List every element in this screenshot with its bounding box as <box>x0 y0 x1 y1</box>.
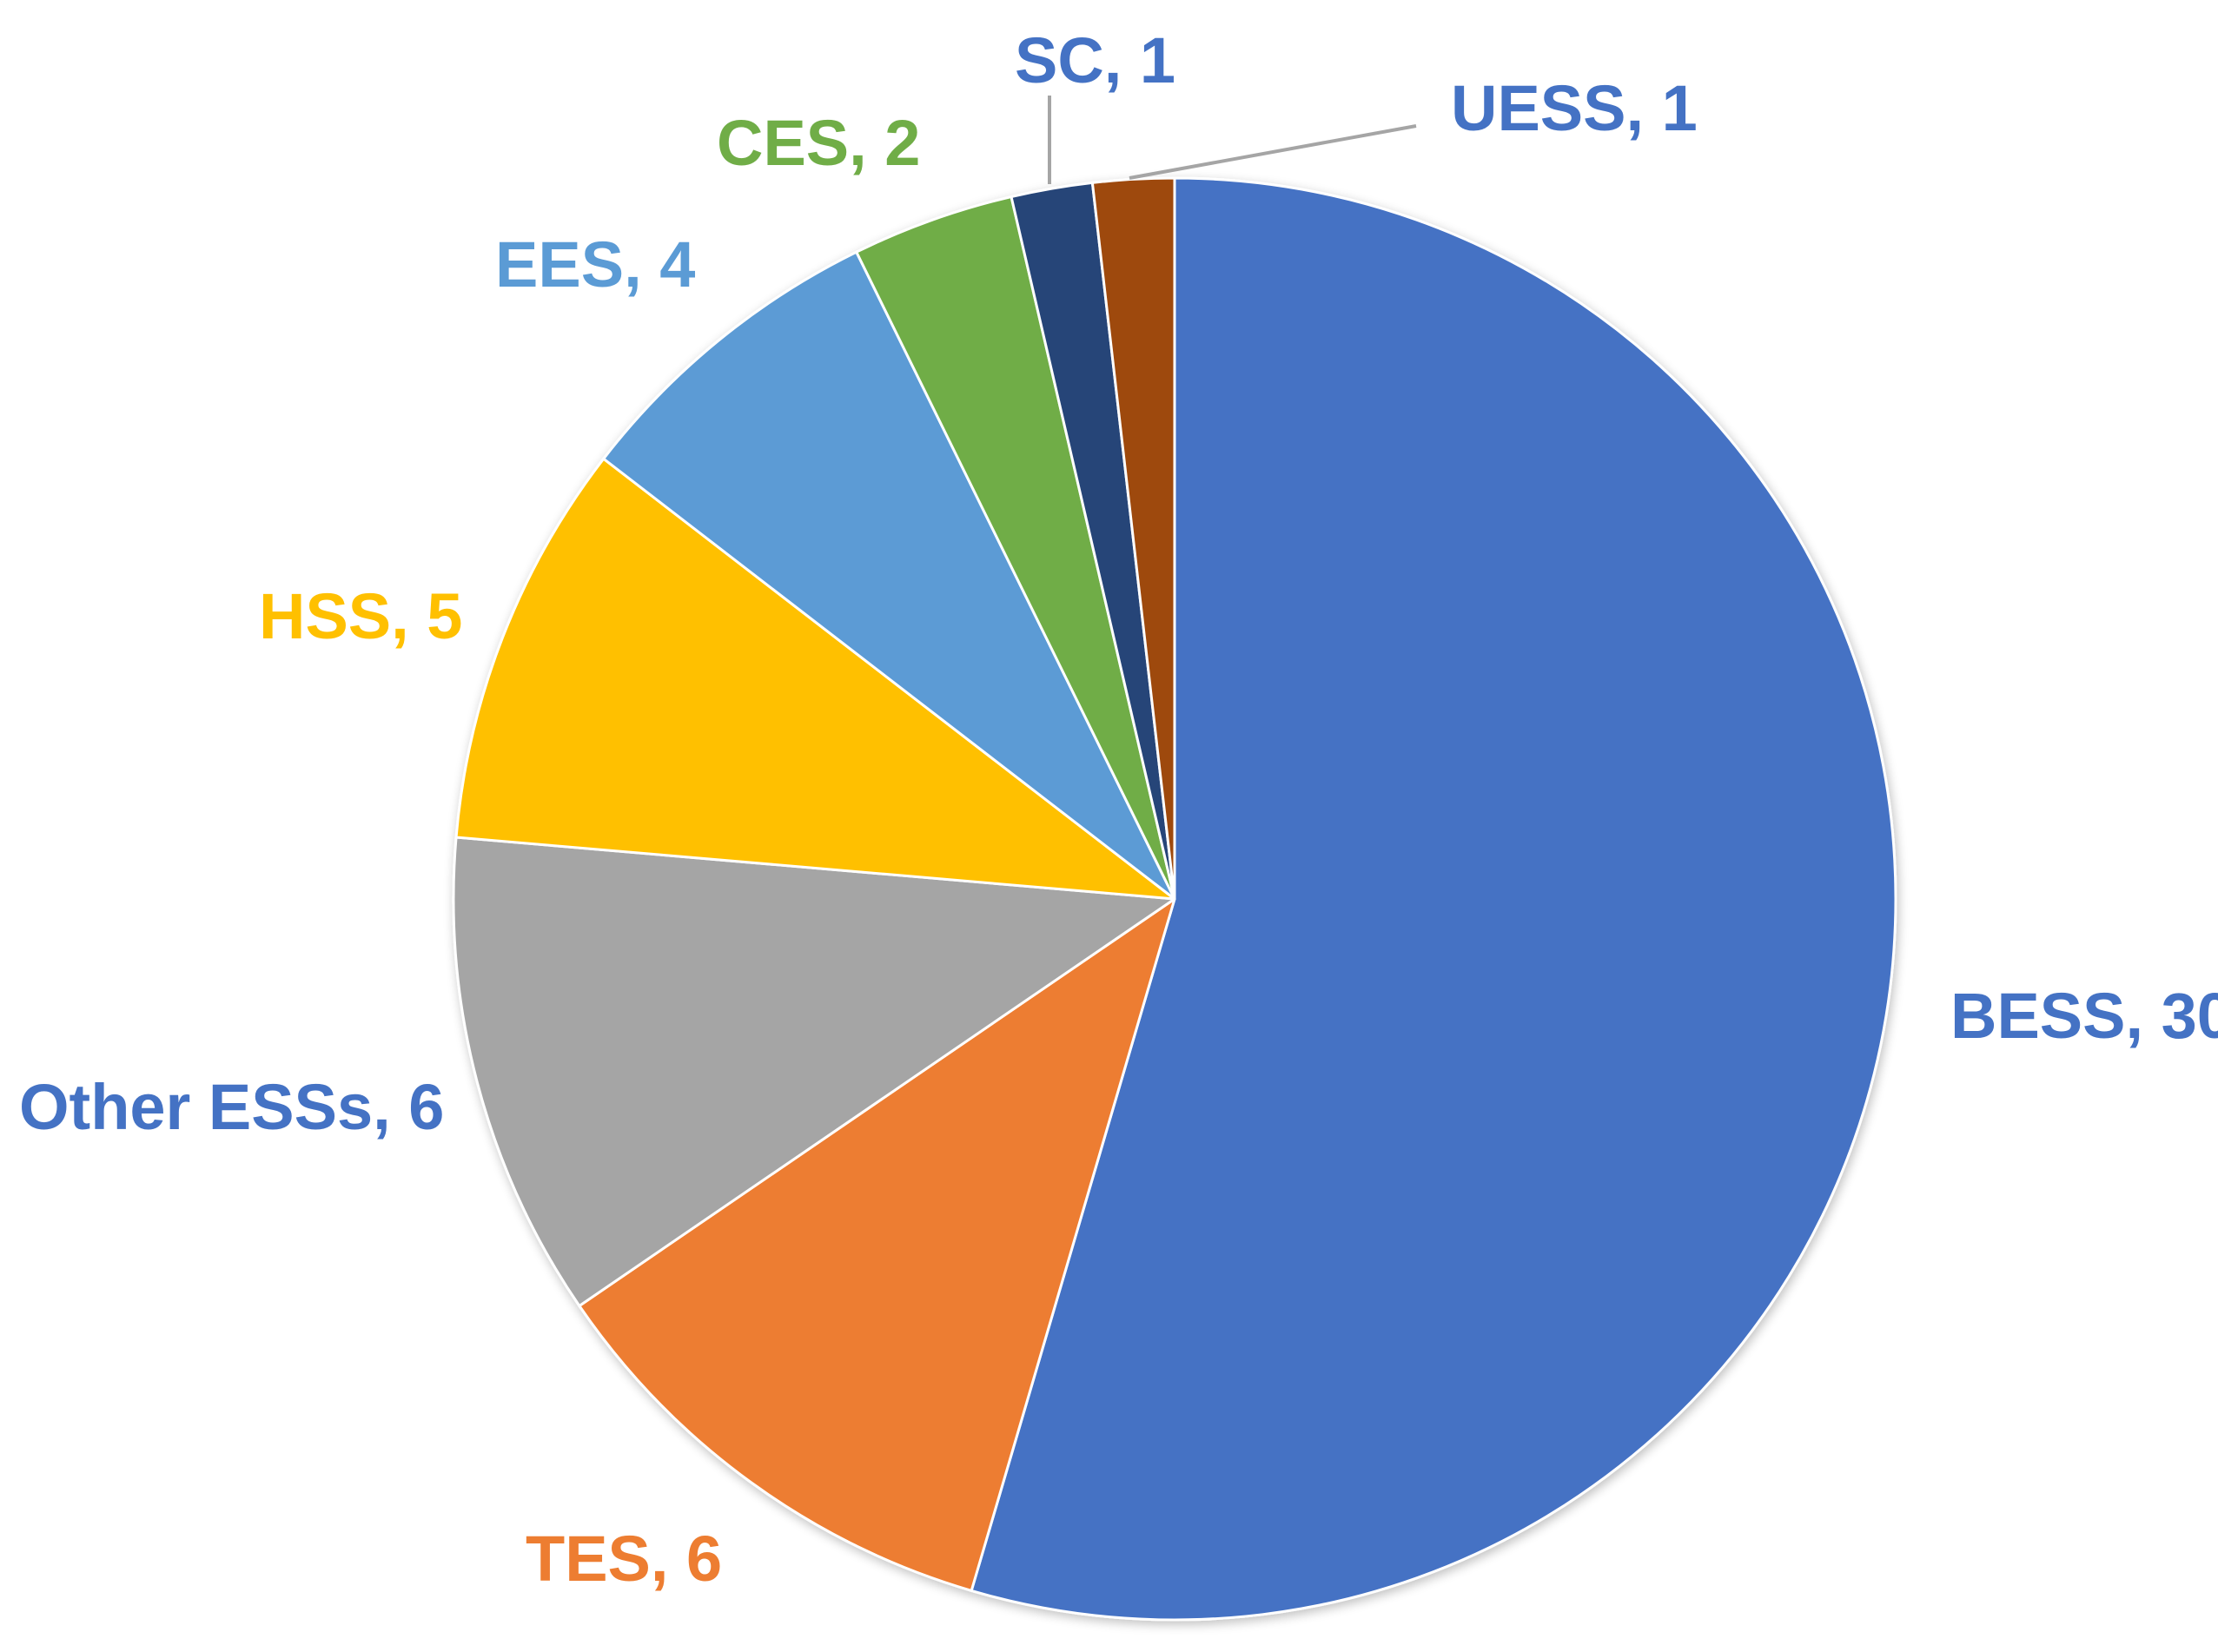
data-label-sc: SC, 1 <box>1015 24 1175 96</box>
pie-slice-other-esss <box>452 836 1176 1307</box>
pie-slice-hss <box>454 457 1176 901</box>
pie-slices <box>452 176 1897 1622</box>
pie-slice-tes <box>578 897 1176 1592</box>
data-label-ees: EES, 4 <box>495 228 695 301</box>
data-label-hss: HSS, 5 <box>259 580 462 652</box>
data-label-ces: CES, 2 <box>717 107 920 179</box>
data-label-tes: TES, 6 <box>526 1523 722 1595</box>
leader-line-uess <box>1129 124 1417 180</box>
data-label-other-esss: Other ESSs, 6 <box>19 1071 444 1143</box>
data-label-bess: BESS, 30 <box>1950 980 2218 1052</box>
pie-slice-bess <box>970 176 1897 1622</box>
pie-slice-uess <box>1090 176 1176 901</box>
data-label-uess: UESS, 1 <box>1451 72 1698 144</box>
pie-slice-ees <box>602 250 1176 901</box>
